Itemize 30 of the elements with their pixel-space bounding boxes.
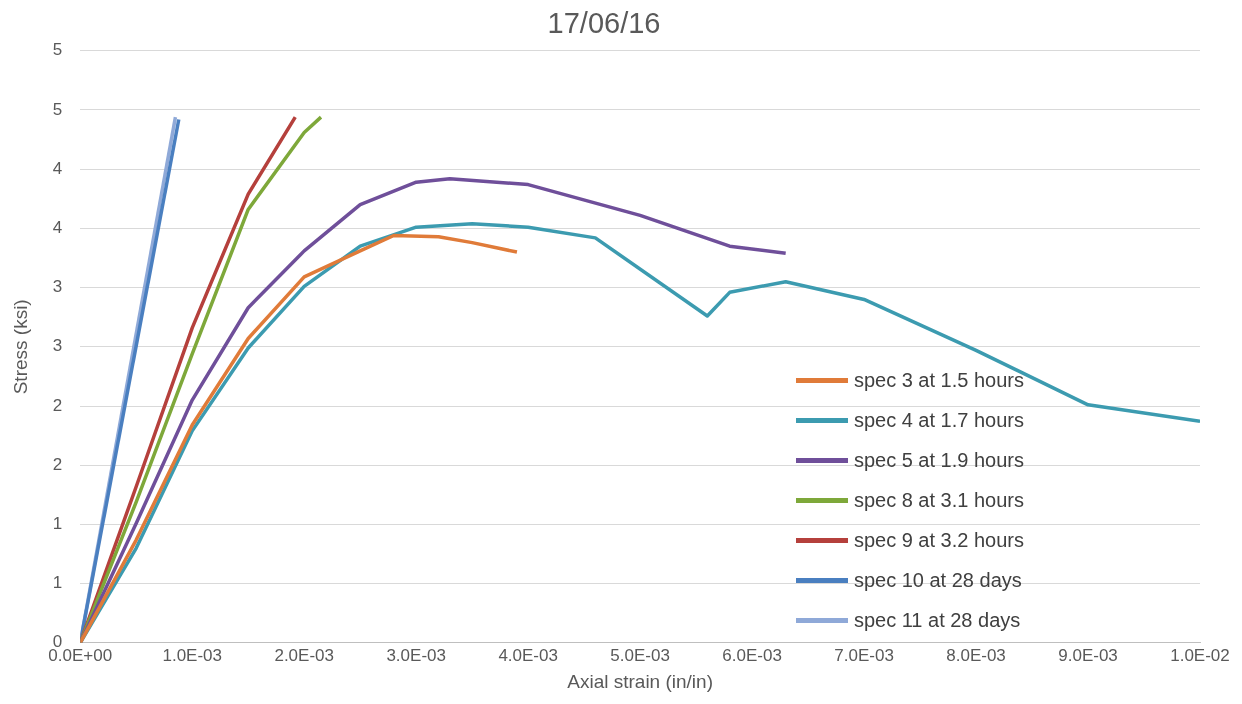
y-tick-label: 2 [52, 395, 63, 415]
legend-label: spec 9 at 3.2 hours [853, 528, 1024, 552]
legend-label: spec 3 at 1.5 hours [853, 368, 1024, 392]
x-tick-label: 7.0E-03 [834, 645, 894, 665]
x-tick-label: 3.0E-03 [386, 645, 446, 665]
legend-label: spec 8 at 3.1 hours [853, 488, 1024, 512]
x-tick-label: 2.0E-03 [274, 645, 334, 665]
x-tick-label: 1.0E-03 [162, 645, 222, 665]
y-tick-label: 5 [52, 40, 63, 60]
legend-label: spec 4 at 1.7 hours [853, 408, 1024, 432]
y-axis-title: Stress (ksi) [9, 299, 31, 395]
y-tick-label: 1 [52, 514, 63, 534]
x-tick-label: 6.0E-03 [722, 645, 782, 665]
chart-title: 17/06/16 [547, 7, 661, 40]
x-axis-title: Axial strain (in/in) [567, 670, 713, 692]
y-tick-label: 4 [52, 218, 63, 238]
y-tick-label: 3 [52, 336, 63, 356]
y-tick-label: 1 [52, 573, 63, 593]
legend-label: spec 11 at 28 days [853, 608, 1021, 632]
y-tick-label: 5 [52, 99, 63, 119]
y-tick-label: 4 [52, 158, 63, 178]
legend-label: spec 10 at 28 days [853, 568, 1022, 592]
y-tick-label: 3 [52, 277, 63, 297]
x-tick-label: 4.0E-03 [498, 645, 558, 665]
x-tick-label: 5.0E-03 [610, 645, 670, 665]
legend-label: spec 5 at 1.9 hours [853, 448, 1024, 472]
y-tick-label: 2 [52, 454, 63, 474]
x-tick-label: 1.0E-02 [1170, 645, 1230, 665]
x-tick-label: 9.0E-03 [1058, 645, 1118, 665]
x-tick-label: 8.0E-03 [946, 645, 1006, 665]
